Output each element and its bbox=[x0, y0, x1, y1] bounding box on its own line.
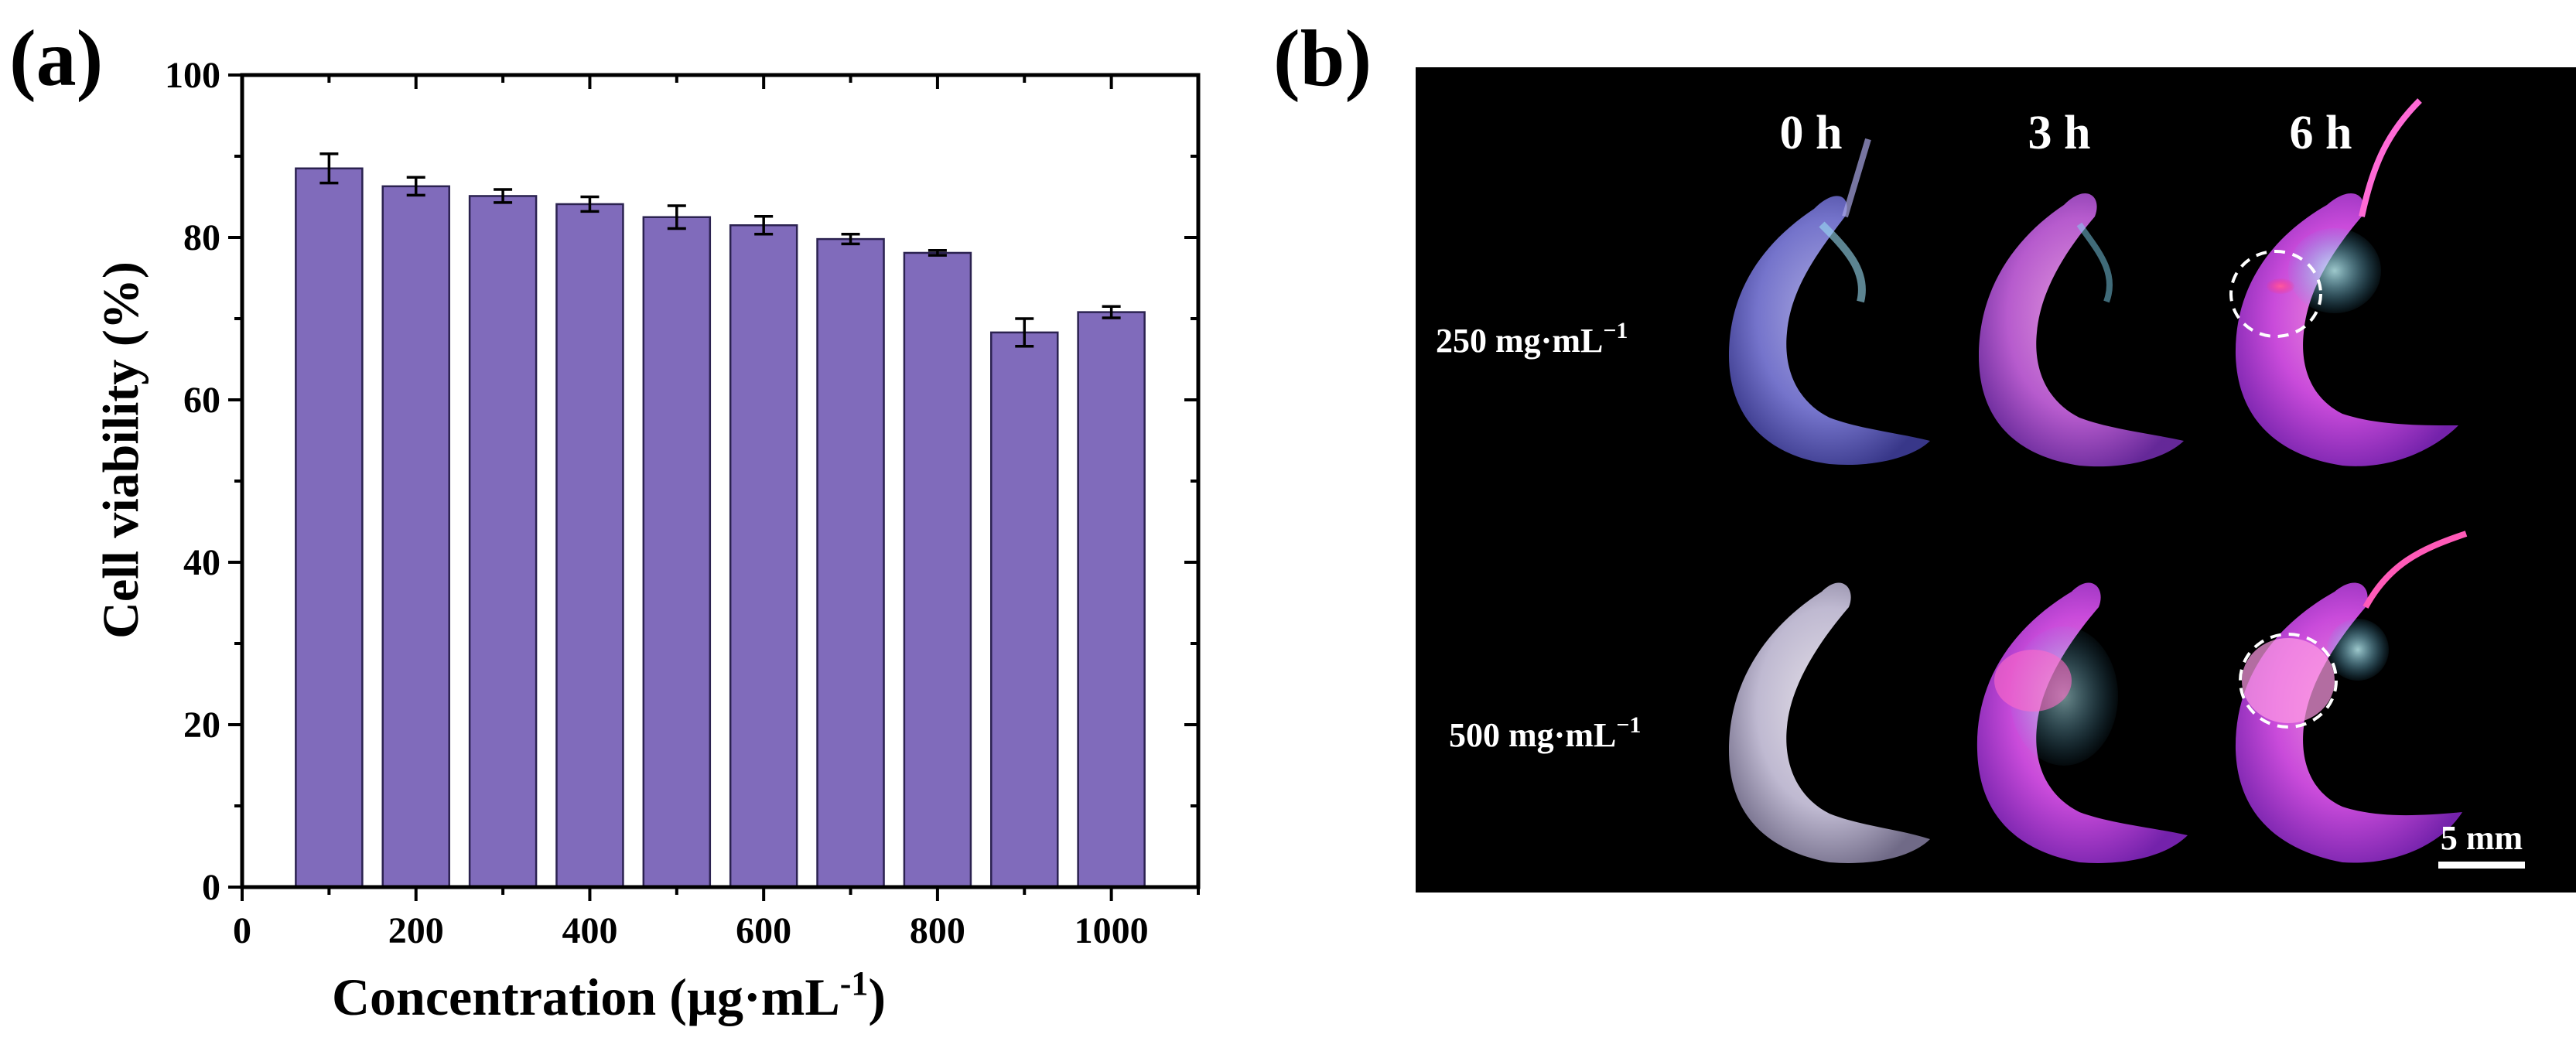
bar-500 bbox=[642, 216, 712, 889]
shrimp-250-6h bbox=[2235, 98, 2458, 466]
y-tick-label: 40 bbox=[183, 542, 220, 583]
x-axis-title: Concentration (µg·mL-1) bbox=[332, 964, 886, 1026]
y-tick-label: 0 bbox=[202, 867, 220, 908]
bar-600 bbox=[729, 224, 798, 889]
shrimp-500-0h bbox=[1729, 582, 1930, 863]
scale-bar bbox=[2438, 862, 2525, 869]
x-tick-label: 400 bbox=[562, 910, 617, 951]
x-tick-label: 1000 bbox=[1074, 910, 1149, 951]
error-bar-900 bbox=[1015, 317, 1034, 348]
x-axis-title-main: Concentration (µg·mL bbox=[332, 968, 840, 1026]
bar-series bbox=[295, 167, 1146, 889]
x-tick-label: 600 bbox=[736, 910, 791, 951]
row-label-250: 250 mg·mL−1 bbox=[1436, 318, 1628, 360]
error-bar-700 bbox=[841, 233, 860, 246]
bar-1000 bbox=[1077, 311, 1146, 889]
shrimp-250-0h bbox=[1729, 138, 1930, 465]
time-label-3h: 3 h bbox=[2028, 107, 2091, 159]
row-label-500: 500 mg·mL−1 bbox=[1449, 712, 1641, 754]
y-tick-label: 100 bbox=[165, 55, 220, 96]
highlight-circle-500 bbox=[2239, 633, 2338, 729]
highlight-circle-250 bbox=[2229, 250, 2322, 338]
error-bar-600 bbox=[754, 214, 774, 236]
panel-b-label: (b) bbox=[1273, 14, 1372, 103]
error-bar-100 bbox=[319, 152, 339, 185]
shrimp-500-6h bbox=[2235, 531, 2468, 863]
bar-200 bbox=[381, 185, 450, 889]
bar-800 bbox=[903, 251, 972, 889]
panel-b: (b) 0 h 3 h 6 h 250 mg·mL−1 500 mg·mL−1 bbox=[1273, 14, 2576, 893]
error-bars bbox=[319, 152, 1121, 348]
time-label-0h: 0 h bbox=[1780, 107, 1843, 159]
plot-frame bbox=[240, 73, 1201, 889]
row-label-250-text: 250 mg·mL bbox=[1436, 322, 1603, 360]
x-axis-title-end: ) bbox=[868, 968, 886, 1026]
error-bar-800 bbox=[928, 249, 947, 257]
scale-bar-label: 5 mm bbox=[2441, 819, 2523, 857]
time-label-6h: 6 h bbox=[2290, 107, 2352, 159]
bar-700 bbox=[816, 237, 885, 889]
y-axis-title: Cell viability (%) bbox=[93, 261, 149, 639]
panel-a: (a) Cell viability (%) Concentration (µg… bbox=[9, 14, 1201, 1026]
x-axis-title-sup: -1 bbox=[840, 964, 869, 1002]
error-bar-500 bbox=[667, 204, 686, 230]
x-tick-label: 200 bbox=[388, 910, 444, 951]
x-tick-label: 0 bbox=[233, 910, 251, 951]
row-label-500-sup: −1 bbox=[1616, 712, 1641, 738]
error-bar-400 bbox=[580, 195, 600, 213]
shrimp-500-3h bbox=[1976, 582, 2188, 863]
bar-900 bbox=[990, 331, 1059, 889]
error-bar-300 bbox=[494, 188, 513, 204]
row-label-250-sup: −1 bbox=[1603, 318, 1628, 343]
panel-a-label: (a) bbox=[9, 14, 103, 103]
y-tick-label: 60 bbox=[183, 380, 220, 421]
y-tick-label: 80 bbox=[183, 217, 220, 258]
bar-300 bbox=[468, 195, 538, 889]
row-label-500-text: 500 mg·mL bbox=[1449, 716, 1616, 754]
y-tick-label: 20 bbox=[183, 705, 220, 746]
shrimp-250-3h bbox=[1979, 193, 2184, 467]
bar-400 bbox=[555, 203, 624, 889]
error-bar-1000 bbox=[1102, 305, 1121, 319]
x-tick-label: 800 bbox=[910, 910, 965, 951]
bar-100 bbox=[295, 167, 364, 889]
error-bar-200 bbox=[406, 176, 425, 197]
